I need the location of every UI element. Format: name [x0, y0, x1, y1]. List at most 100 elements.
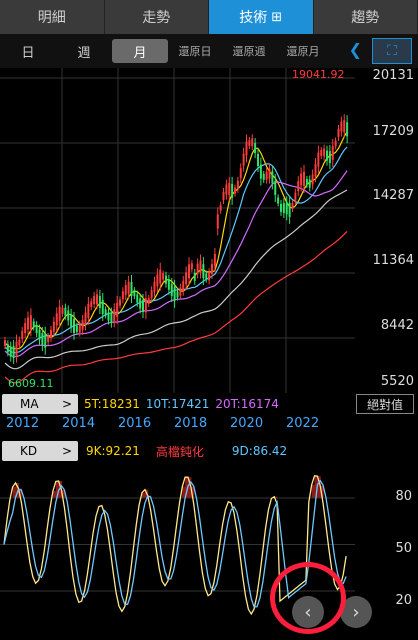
candle-body: [188, 264, 190, 279]
overbought-area: [190, 486, 195, 498]
candle-body: [156, 274, 159, 287]
candle-body: [121, 291, 124, 300]
period-month[interactable]: 月: [112, 39, 168, 63]
candle-body: [202, 264, 205, 279]
candle-body: [288, 202, 291, 217]
kd-label: KD: [20, 444, 38, 458]
tab-trend[interactable]: 走勢: [105, 0, 209, 34]
candle-body: [29, 315, 32, 330]
tab-technical[interactable]: 技術 ⊞: [209, 0, 314, 34]
low-price: 6609.11: [8, 377, 54, 390]
ma-5-value: 5T:18231: [84, 397, 140, 411]
candle-body: [323, 148, 326, 157]
candle-body: [305, 178, 308, 185]
top-tab-bar: 明細 走勢 技術 ⊞ 趨勢: [0, 0, 418, 34]
candle-body: [248, 140, 251, 147]
overbought-area: [185, 477, 189, 498]
candle-body: [346, 122, 349, 137]
overbought-area: [61, 490, 65, 498]
overbought-area: [52, 491, 57, 498]
price-axis-label: 8442: [380, 318, 414, 333]
candle-body: [52, 321, 55, 332]
candle-body: [116, 302, 119, 317]
candle-body: [294, 192, 297, 201]
candle-body: [18, 339, 21, 346]
period-adjusted-month[interactable]: 還原月: [286, 45, 320, 58]
overbought-area: [314, 475, 318, 498]
overbought-area: [55, 481, 60, 498]
period-day[interactable]: 日: [21, 45, 35, 61]
kd-selector-button[interactable]: KD >: [2, 441, 78, 461]
candle-body: [67, 310, 70, 321]
candle-body: [208, 272, 211, 281]
moving-average-lines: [4, 131, 348, 384]
kd-status: 高檔鈍化: [155, 444, 204, 459]
candle-body: [297, 181, 300, 192]
candle-body: [58, 306, 61, 321]
candle-body: [291, 203, 294, 210]
candle-body: [124, 284, 127, 295]
candle-body: [44, 333, 47, 348]
candle-body: [259, 164, 262, 179]
candle-body: [274, 180, 277, 195]
ma-20-line: [4, 170, 348, 358]
candle-body: [24, 323, 27, 334]
period-adjusted-day[interactable]: 還原日: [178, 45, 212, 58]
kd-axis-label: 20: [395, 593, 412, 608]
price-grid: [0, 68, 355, 393]
overbought-area: [182, 486, 186, 498]
candle-body: [4, 340, 6, 346]
tab-outlook[interactable]: 趨勢: [314, 0, 418, 34]
candle-body: [216, 214, 219, 229]
candle-body: [90, 301, 93, 308]
year-label: 2018: [174, 416, 208, 431]
candle-body: [311, 174, 314, 185]
candle-body: [170, 284, 173, 297]
period-adjusted-week[interactable]: 還原週: [232, 45, 266, 58]
candle-body: [205, 273, 208, 280]
candle-body: [185, 272, 188, 285]
ma-120-line: [4, 230, 348, 384]
candle-body: [340, 121, 343, 132]
candle-body: [6, 344, 9, 353]
absolute-value-button[interactable]: 絕對值: [356, 394, 414, 414]
candle-body: [254, 143, 257, 154]
candle-body: [271, 171, 274, 184]
candle-body: [190, 263, 193, 270]
price-chart[interactable]: [0, 68, 418, 393]
candle-body: [225, 184, 228, 195]
candle-body: [257, 153, 259, 166]
ma-60-line: [4, 189, 348, 370]
period-tab-bar: 日 週 月 還原日 還原週 還原月 ❮ ⛶: [0, 34, 418, 68]
candle-body: [32, 321, 35, 328]
kd-axis-label: 80: [395, 489, 412, 504]
tab-label: 技術: [239, 10, 268, 26]
candle-body: [41, 333, 44, 346]
candle-body: [251, 138, 254, 147]
overbought-area: [274, 496, 278, 498]
period-week[interactable]: 週: [77, 45, 91, 61]
fullscreen-button[interactable]: ⛶: [372, 38, 412, 64]
ma-selector-button[interactable]: MA >: [2, 394, 78, 414]
tab-details[interactable]: 明細: [0, 0, 105, 34]
candle-body: [144, 298, 147, 313]
candle-body: [280, 203, 282, 212]
highlight-circle: [270, 562, 346, 634]
candle-body: [50, 329, 52, 338]
candle-body: [162, 273, 165, 280]
ma-indicator-row: MA > 5T:18231 10T:17421 20T:16174 絕對值: [0, 393, 418, 415]
kd-axis-label: 50: [395, 541, 412, 556]
overbought-area: [58, 481, 62, 498]
price-axis-label: 5520: [380, 374, 414, 389]
candle-body: [234, 187, 236, 194]
candle-body: [107, 312, 110, 321]
chevron-right-icon: >: [61, 397, 72, 411]
candle-body: [314, 164, 317, 177]
candle-body: [308, 179, 311, 188]
overbought-area: [317, 476, 321, 498]
candle-body: [139, 298, 142, 309]
candle-body: [300, 173, 303, 186]
tab-label: 趨勢: [351, 10, 380, 26]
candle-body: [75, 325, 78, 332]
chevron-left-icon[interactable]: ❮: [348, 40, 362, 59]
